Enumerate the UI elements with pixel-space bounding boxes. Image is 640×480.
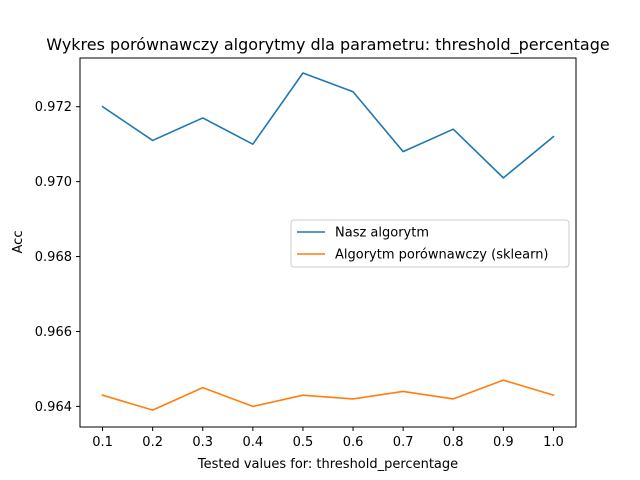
x-tick-label: 0.4 [243, 435, 264, 450]
series-line-1 [101, 72, 555, 179]
y-axis: 0.964 0.966 0.968 0.970 0.972 [35, 100, 80, 415]
x-tick-label: 0.3 [192, 435, 213, 450]
y-tick-label: 0.966 [35, 325, 72, 340]
y-tick-label: 0.972 [35, 100, 72, 115]
y-axis-label: Acc [11, 231, 26, 254]
legend: Nasz algorytm Algorytm porównawczy (sklea… [290, 219, 570, 268]
x-axis: 0.1 0.2 0.3 0.4 0.5 0.6 0.7 0.8 0.9 1.0 [92, 427, 564, 450]
series-line-2 [101, 379, 555, 411]
y-tick-label: 0.964 [35, 400, 72, 415]
chart-title: Wykres porównawczy algorytmy dla paramet… [46, 35, 609, 55]
legend-box [290, 219, 570, 268]
x-tick-label: 0.7 [393, 435, 414, 450]
y-tick-label: 0.968 [35, 250, 72, 265]
x-tick-label: 0.5 [293, 435, 314, 450]
x-tick-label: 0.1 [92, 435, 113, 450]
x-tick-label: 0.6 [343, 435, 364, 450]
x-tick-label: 0.9 [493, 435, 514, 450]
x-tick-label: 0.8 [443, 435, 464, 450]
x-tick-label: 1.0 [543, 435, 564, 450]
plot-frame [79, 57, 577, 428]
x-tick-label: 0.2 [142, 435, 163, 450]
legend-label-2: Algorytm porównawczy (sklearn) [335, 248, 549, 263]
series-group [101, 72, 555, 411]
x-axis-label: Tested values for: threshold_percentage [197, 457, 458, 472]
y-tick-label: 0.970 [35, 175, 72, 190]
legend-label-1: Nasz algorytm [335, 226, 429, 241]
